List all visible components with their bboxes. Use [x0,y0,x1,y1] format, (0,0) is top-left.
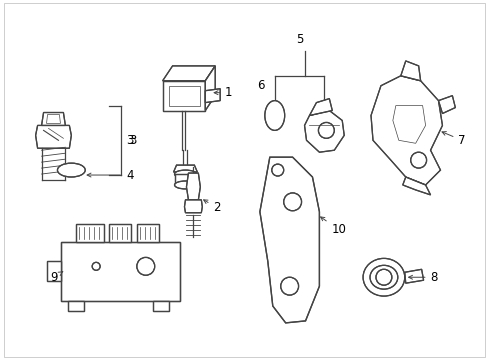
Polygon shape [152,301,168,311]
Polygon shape [61,242,180,301]
Text: 2: 2 [203,200,220,214]
Polygon shape [137,224,158,242]
Polygon shape [309,99,332,116]
Circle shape [318,122,334,138]
Circle shape [137,257,154,275]
Polygon shape [76,224,104,242]
Polygon shape [163,81,205,111]
Ellipse shape [369,265,397,289]
Polygon shape [41,113,65,125]
Polygon shape [205,66,215,111]
Polygon shape [174,174,196,185]
Text: 8: 8 [408,271,437,284]
Circle shape [280,277,298,295]
Ellipse shape [174,170,196,178]
Ellipse shape [174,181,196,189]
Text: 1: 1 [214,86,232,99]
Polygon shape [205,89,220,103]
Polygon shape [186,173,200,200]
Polygon shape [259,157,319,323]
Text: 9: 9 [50,271,62,284]
Circle shape [375,269,391,285]
Text: 6: 6 [256,79,264,92]
Polygon shape [163,66,215,81]
Polygon shape [46,261,61,281]
Polygon shape [400,61,420,81]
Ellipse shape [57,163,85,177]
Circle shape [410,152,426,168]
Polygon shape [184,200,202,213]
Polygon shape [438,96,454,113]
Polygon shape [402,177,429,195]
Ellipse shape [264,100,284,130]
Circle shape [283,193,301,211]
Polygon shape [68,301,84,311]
Ellipse shape [362,258,404,296]
Text: 4: 4 [87,168,133,181]
Polygon shape [36,125,71,148]
Text: 7: 7 [441,132,465,147]
Text: 5: 5 [295,33,303,46]
Circle shape [271,164,283,176]
Text: 3: 3 [126,134,133,147]
Polygon shape [173,165,197,172]
Polygon shape [404,269,423,283]
Text: 3: 3 [129,134,136,147]
Text: 10: 10 [320,217,346,236]
Polygon shape [370,76,442,185]
Circle shape [92,262,100,270]
Polygon shape [109,224,131,242]
Polygon shape [304,111,344,152]
